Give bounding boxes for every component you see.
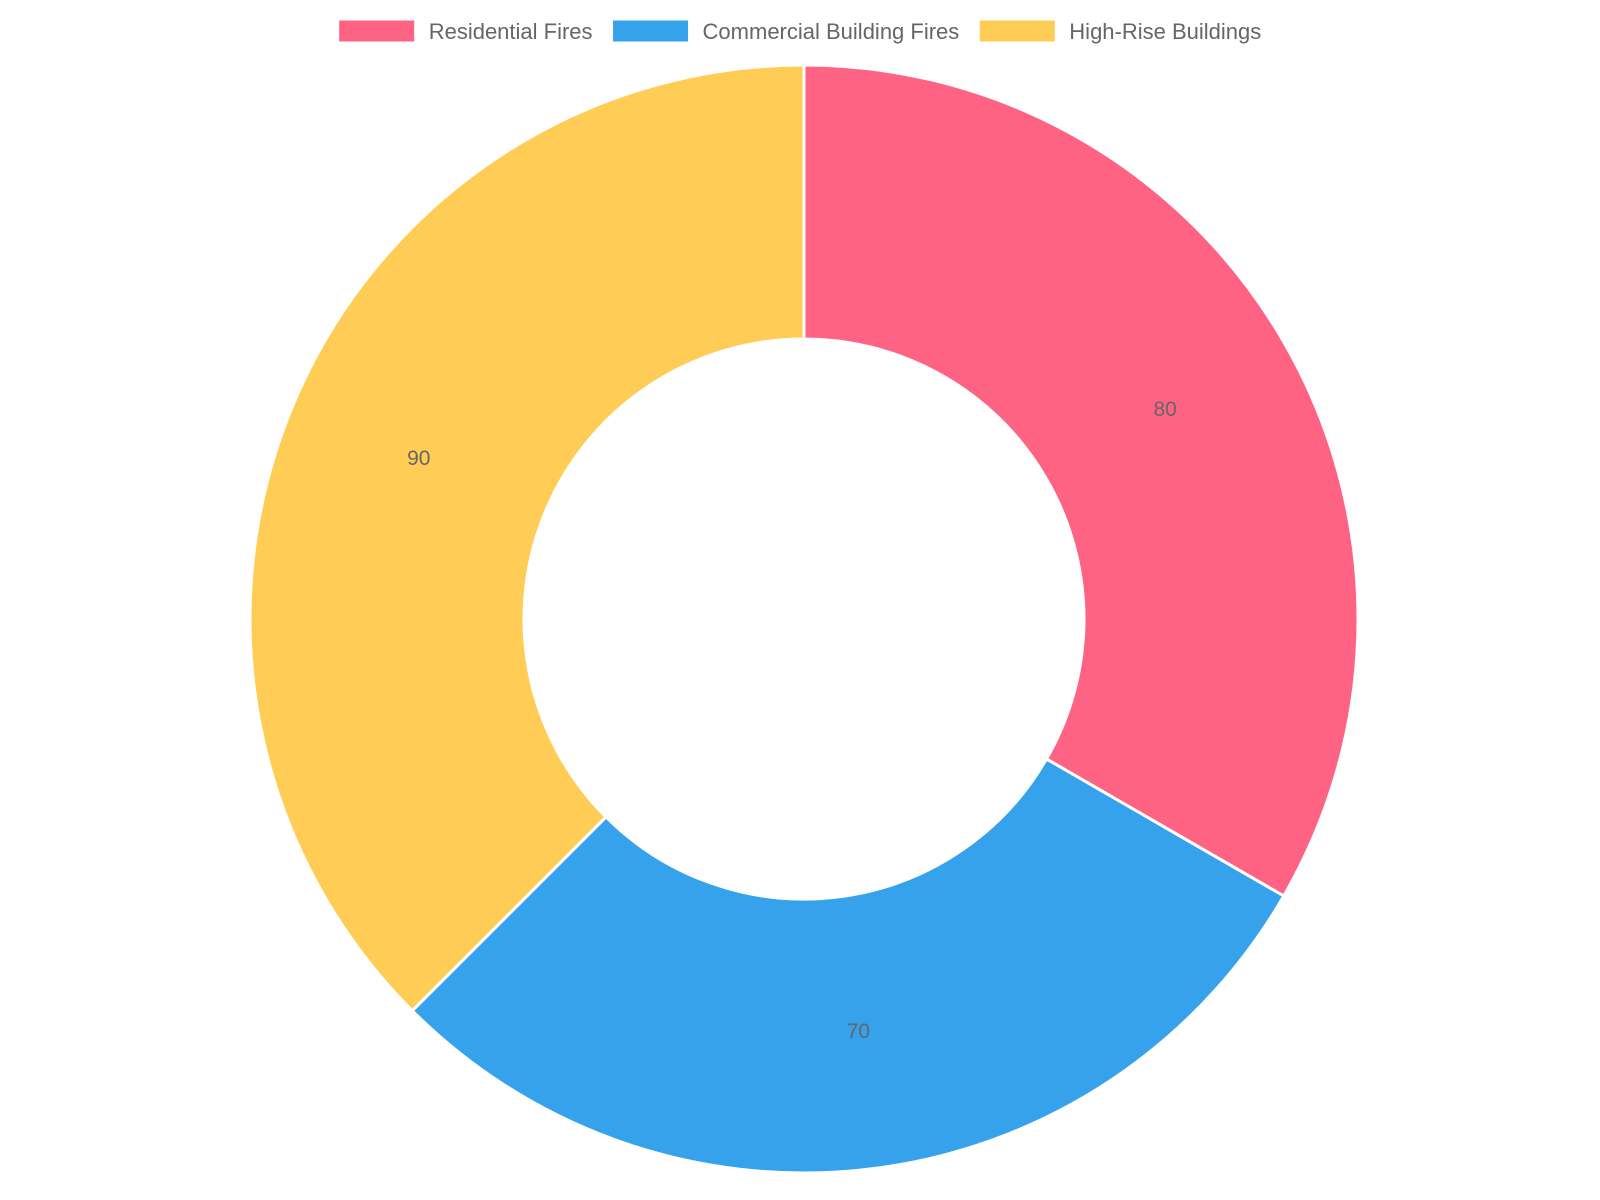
legend-label-commercial-building-fires: Commercial Building Fires [703,19,960,44]
legend-swatch-commercial-building-fires[interactable] [612,19,690,43]
chart-data-labels: 80 70 90 [407,398,1177,1043]
chart-legend: Residential Fires Commercial Building Fir… [338,19,1261,44]
legend-swatch-residential-fires[interactable] [338,19,416,43]
data-label-high-rise-buildings: 90 [407,447,430,470]
data-label-residential-fires: 80 [1153,398,1176,421]
legend-label-residential-fires: Residential Fires [429,19,593,44]
legend-label-high-rise-buildings: High-Rise Buildings [1069,19,1261,44]
slice-commercial-building-fires[interactable] [410,757,1286,1175]
legend-swatch-high-rise-buildings[interactable] [978,19,1056,43]
slice-high-rise-buildings[interactable] [248,63,806,1013]
chart-slices [248,63,1360,1175]
data-label-commercial-building-fires: 70 [847,1020,870,1043]
slice-residential-fires[interactable] [802,63,1360,898]
